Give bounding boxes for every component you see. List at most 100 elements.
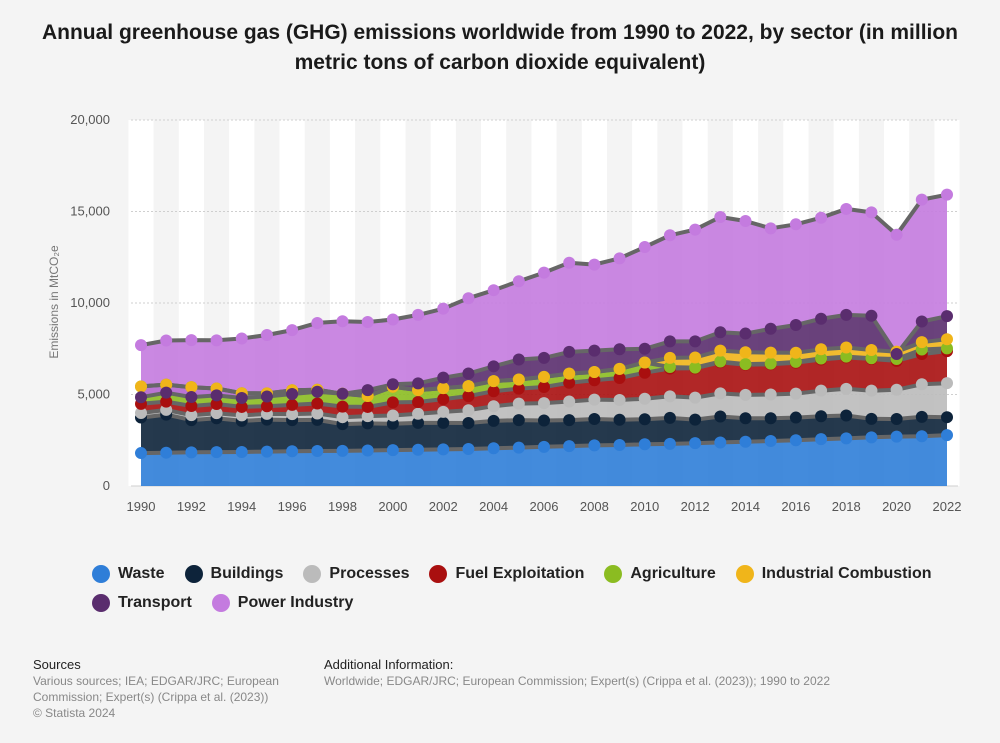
point-waste[interactable] [437,443,450,456]
point-processes[interactable] [638,392,651,405]
point-industrial-combustion[interactable] [563,367,576,380]
point-agriculture[interactable] [739,358,752,371]
point-processes[interactable] [840,382,853,395]
point-waste[interactable] [462,443,475,456]
point-transport[interactable] [588,344,601,357]
point-buildings[interactable] [764,412,777,425]
point-processes[interactable] [462,404,475,417]
point-transport[interactable] [663,335,676,348]
legend-item-power-industry[interactable]: Power Industry [211,592,353,613]
point-industrial-combustion[interactable] [135,380,147,393]
point-buildings[interactable] [538,414,550,427]
point-processes[interactable] [135,406,147,419]
point-waste[interactable] [915,430,928,443]
point-processes[interactable] [941,377,953,390]
point-power-industry[interactable] [185,334,198,347]
point-waste[interactable] [160,446,173,459]
point-buildings[interactable] [739,412,752,425]
point-waste[interactable] [311,445,324,458]
point-processes[interactable] [563,395,576,408]
point-processes[interactable] [185,409,198,422]
point-power-industry[interactable] [915,193,928,206]
point-processes[interactable] [412,407,425,420]
point-industrial-combustion[interactable] [714,344,727,357]
point-waste[interactable] [714,436,727,449]
point-transport[interactable] [689,335,702,348]
point-power-industry[interactable] [764,222,777,235]
point-transport[interactable] [890,348,903,361]
point-processes[interactable] [286,408,299,421]
point-buildings[interactable] [941,411,953,424]
point-buildings[interactable] [386,417,399,430]
point-buildings[interactable] [890,413,903,426]
point-transport[interactable] [286,387,299,400]
point-fuel-exploitation[interactable] [361,400,374,413]
point-processes[interactable] [487,400,500,413]
point-waste[interactable] [941,429,953,442]
point-industrial-combustion[interactable] [487,375,500,388]
point-industrial-combustion[interactable] [789,346,802,359]
point-industrial-combustion[interactable] [689,351,702,364]
point-power-industry[interactable] [386,313,399,326]
point-waste[interactable] [815,433,828,446]
point-fuel-exploitation[interactable] [386,396,399,409]
legend-item-fuel-exploitation[interactable]: Fuel Exploitation [429,563,584,584]
point-waste[interactable] [210,446,223,459]
point-agriculture[interactable] [840,350,853,363]
point-transport[interactable] [412,377,425,390]
point-fuel-exploitation[interactable] [286,398,299,411]
point-agriculture[interactable] [941,342,953,355]
point-processes[interactable] [311,407,324,420]
point-waste[interactable] [286,445,299,458]
point-fuel-exploitation[interactable] [412,396,425,409]
point-power-industry[interactable] [588,258,601,271]
point-power-industry[interactable] [563,256,576,269]
point-processes[interactable] [689,391,702,404]
point-agriculture[interactable] [815,352,828,365]
point-buildings[interactable] [915,410,928,423]
point-buildings[interactable] [714,410,727,423]
point-industrial-combustion[interactable] [865,344,878,357]
point-power-industry[interactable] [890,228,903,241]
point-waste[interactable] [260,445,273,458]
point-industrial-combustion[interactable] [840,341,853,354]
point-power-industry[interactable] [663,229,676,242]
point-transport[interactable] [789,318,802,331]
point-agriculture[interactable] [689,361,702,374]
legend-item-industrial-combustion[interactable]: Industrial Combustion [735,563,932,584]
point-transport[interactable] [386,378,399,391]
legend-item-agriculture[interactable]: Agriculture [604,563,716,584]
point-industrial-combustion[interactable] [462,380,475,393]
point-industrial-combustion[interactable] [437,382,450,395]
point-waste[interactable] [789,434,802,447]
point-waste[interactable] [412,443,425,456]
point-power-industry[interactable] [311,316,324,329]
point-power-industry[interactable] [235,332,248,345]
point-processes[interactable] [915,378,928,391]
point-waste[interactable] [386,444,399,457]
point-processes[interactable] [386,409,399,422]
point-processes[interactable] [336,411,349,424]
point-transport[interactable] [235,391,248,404]
point-fuel-exploitation[interactable] [185,400,198,413]
point-processes[interactable] [210,407,223,420]
point-fuel-exploitation[interactable] [613,372,626,385]
point-transport[interactable] [336,387,349,400]
point-waste[interactable] [487,442,500,455]
point-buildings[interactable] [487,414,500,427]
point-industrial-combustion[interactable] [915,336,928,349]
point-industrial-combustion[interactable] [764,346,777,359]
point-processes[interactable] [437,405,450,418]
point-buildings[interactable] [613,413,626,426]
point-industrial-combustion[interactable] [538,370,550,383]
point-agriculture[interactable] [714,355,727,368]
point-buildings[interactable] [512,414,525,427]
point-transport[interactable] [815,312,828,325]
point-transport[interactable] [185,391,198,404]
point-industrial-combustion[interactable] [185,381,198,394]
point-power-industry[interactable] [512,275,525,288]
point-transport[interactable] [135,391,147,404]
point-industrial-combustion[interactable] [941,333,953,346]
point-waste[interactable] [764,434,777,447]
legend-item-processes[interactable]: Processes [303,563,409,584]
